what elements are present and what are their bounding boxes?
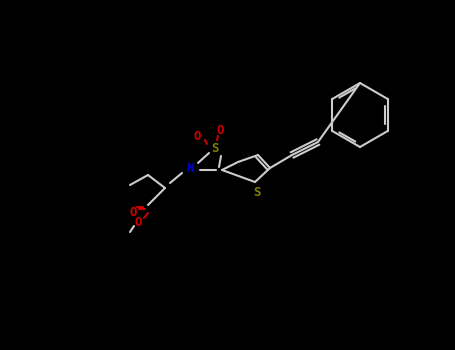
Text: S: S bbox=[211, 141, 219, 154]
Text: O: O bbox=[216, 124, 224, 136]
Text: S: S bbox=[253, 186, 261, 198]
Text: O: O bbox=[129, 206, 137, 219]
Text: O: O bbox=[193, 130, 201, 142]
Text: N: N bbox=[186, 161, 194, 175]
Text: O: O bbox=[134, 216, 142, 229]
